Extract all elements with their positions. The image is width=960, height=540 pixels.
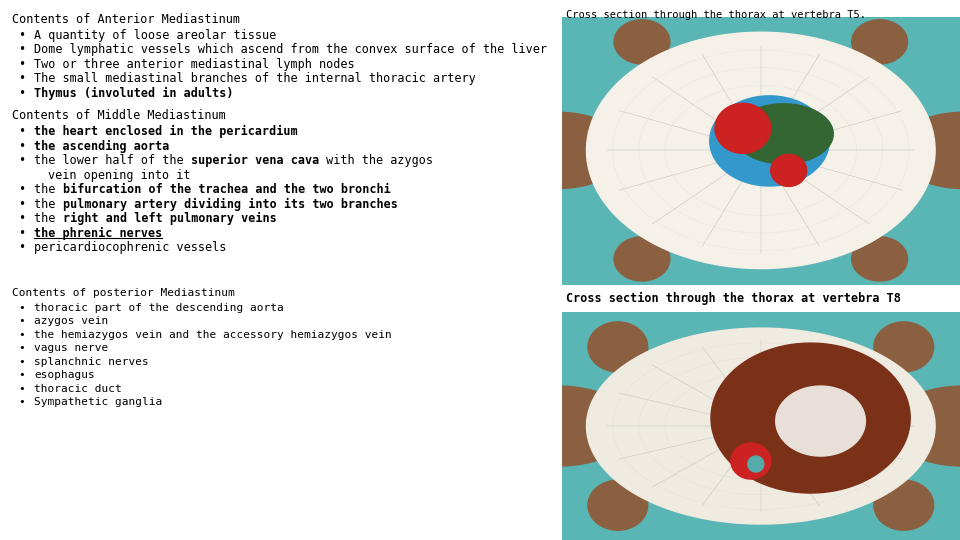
Text: •: • (18, 397, 25, 407)
Text: the: the (35, 212, 62, 225)
Text: Contents of Anterior Mediastinum: Contents of Anterior Mediastinum (12, 13, 240, 26)
Text: the hemiazygos vein and the accessory hemiazygos vein: the hemiazygos vein and the accessory he… (35, 329, 392, 340)
Text: the: the (35, 198, 62, 211)
Text: Cross section through the thorax at vertebra T8: Cross section through the thorax at vert… (565, 292, 900, 305)
Text: esophagus: esophagus (35, 370, 95, 380)
Polygon shape (771, 154, 806, 186)
Polygon shape (852, 237, 907, 281)
Polygon shape (484, 386, 634, 466)
Text: •: • (18, 241, 25, 254)
Text: splanchnic nerves: splanchnic nerves (35, 356, 149, 367)
Text: superior vena cava: superior vena cava (191, 154, 319, 167)
Polygon shape (776, 386, 865, 456)
Text: Sympathetic ganglia: Sympathetic ganglia (35, 397, 162, 407)
Text: •: • (18, 72, 25, 85)
Polygon shape (888, 386, 960, 466)
Polygon shape (874, 480, 934, 530)
Text: right and left pulmonary veins: right and left pulmonary veins (62, 212, 276, 226)
Text: •: • (18, 383, 25, 394)
Text: the heart enclosed in the pericardium: the heart enclosed in the pericardium (35, 125, 298, 138)
Text: •: • (18, 58, 25, 71)
Text: the lower half of the: the lower half of the (35, 154, 191, 167)
Text: Contents of Middle Mediastinum: Contents of Middle Mediastinum (12, 110, 226, 123)
Text: •: • (18, 227, 25, 240)
Text: Dome lymphatic vessels which ascend from the convex surface of the liver: Dome lymphatic vessels which ascend from… (35, 43, 547, 57)
Polygon shape (587, 328, 935, 524)
Text: •: • (18, 184, 25, 197)
Text: thoracic part of the descending aorta: thoracic part of the descending aorta (35, 302, 284, 313)
Text: thoracic duct: thoracic duct (35, 383, 122, 394)
Text: •: • (18, 316, 25, 326)
Text: •: • (18, 329, 25, 340)
Polygon shape (614, 237, 670, 281)
Text: •: • (18, 154, 25, 167)
Text: the: the (35, 184, 62, 197)
Text: •: • (18, 212, 25, 225)
Text: •: • (18, 29, 25, 42)
Text: •: • (18, 87, 25, 100)
Polygon shape (491, 112, 626, 188)
Polygon shape (709, 96, 829, 186)
Polygon shape (748, 456, 764, 472)
Text: The small mediastinal branches of the internal thoracic artery: The small mediastinal branches of the in… (35, 72, 476, 85)
Text: Cross section through the thorax at vertebra T5.: Cross section through the thorax at vert… (565, 10, 866, 20)
Text: •: • (18, 125, 25, 138)
Text: bifurcation of the trachea and the two bronchi: bifurcation of the trachea and the two b… (62, 184, 391, 197)
Text: the phrenic nerves: the phrenic nerves (35, 227, 162, 240)
Bar (562, 312, 960, 540)
Polygon shape (711, 343, 910, 493)
Text: •: • (18, 302, 25, 313)
Text: •: • (18, 370, 25, 380)
Text: vein opening into it: vein opening into it (48, 169, 191, 182)
Polygon shape (614, 20, 670, 64)
Text: •: • (18, 43, 25, 57)
Polygon shape (715, 103, 771, 153)
Text: vagus nerve: vagus nerve (35, 343, 108, 353)
Text: the ascending aorta: the ascending aorta (35, 140, 170, 153)
Text: Thymus (involuted in adults): Thymus (involuted in adults) (35, 87, 233, 100)
Text: with the azygos: with the azygos (319, 154, 433, 167)
Text: pericardiocophrenic vessels: pericardiocophrenic vessels (35, 241, 227, 254)
Text: Contents of posterior Mediastinum: Contents of posterior Mediastinum (12, 288, 235, 298)
Bar (562, 17, 960, 285)
Polygon shape (896, 112, 960, 188)
Text: •: • (18, 198, 25, 211)
Text: Two or three anterior mediastinal lymph nodes: Two or three anterior mediastinal lymph … (35, 58, 355, 71)
Polygon shape (588, 480, 648, 530)
Text: •: • (18, 356, 25, 367)
Text: •: • (18, 343, 25, 353)
Polygon shape (587, 32, 935, 268)
Polygon shape (852, 20, 907, 64)
Text: •: • (18, 140, 25, 153)
Polygon shape (588, 322, 648, 372)
Text: azygos vein: azygos vein (35, 316, 108, 326)
Polygon shape (874, 322, 934, 372)
Text: A quantity of loose areolar tissue: A quantity of loose areolar tissue (35, 29, 276, 42)
Polygon shape (731, 443, 771, 479)
Text: pulmonary artery dividing into its two branches: pulmonary artery dividing into its two b… (62, 198, 397, 211)
Polygon shape (733, 104, 833, 164)
